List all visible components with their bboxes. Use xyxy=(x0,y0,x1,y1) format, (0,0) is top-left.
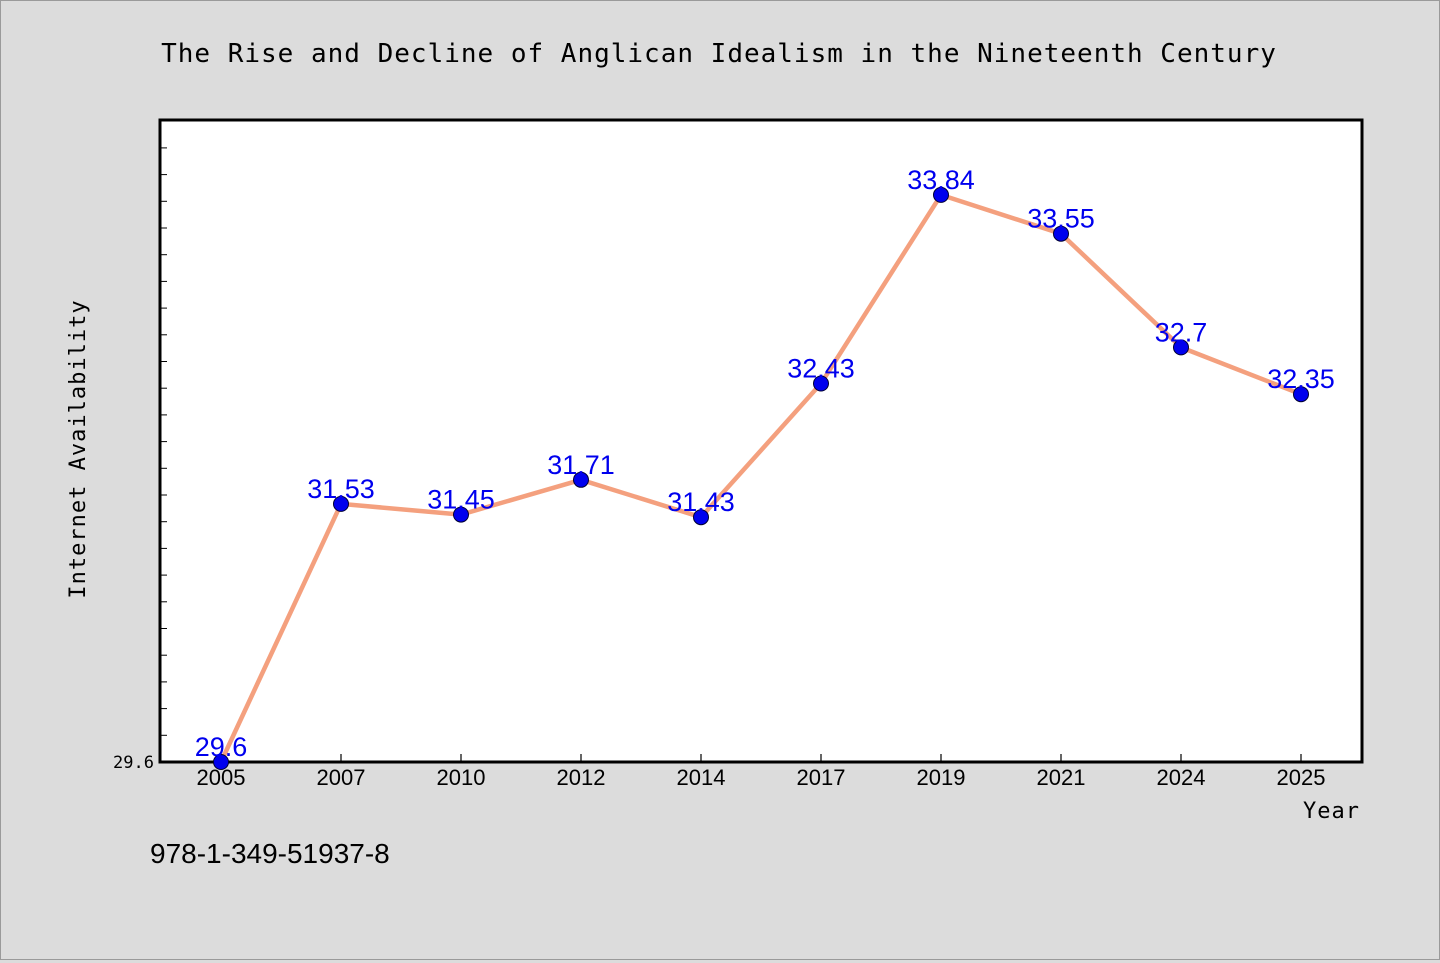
x-tick-label: 2017 xyxy=(797,765,846,790)
y-axis-tick-labels: 29.6 xyxy=(113,753,154,773)
data-label: 31.71 xyxy=(547,450,615,480)
footer-text: 978-1-349-51937-8 xyxy=(150,838,390,869)
data-point xyxy=(453,506,469,523)
series-line xyxy=(218,192,1302,763)
data-label: 31.43 xyxy=(667,487,735,517)
data-point xyxy=(1173,339,1189,356)
x-tick-label: 2010 xyxy=(437,765,486,790)
data-label: 32.43 xyxy=(787,354,855,384)
data-point xyxy=(1293,386,1309,403)
data-label: 29.6 xyxy=(195,732,248,762)
data-point xyxy=(213,754,229,770)
x-tick-label: 2021 xyxy=(1037,765,1086,790)
x-tick-label: 2024 xyxy=(1157,765,1206,790)
plot-area xyxy=(158,118,1364,764)
x-axis-label: Year xyxy=(1303,799,1360,824)
y-axis-ticks xyxy=(160,147,167,736)
data-point xyxy=(333,495,349,512)
y-tick-label: 29.6 xyxy=(113,753,154,773)
data-label: 31.53 xyxy=(307,474,375,504)
data-point xyxy=(1053,225,1069,242)
data-point xyxy=(573,471,589,488)
x-tick-label: 2014 xyxy=(677,765,726,790)
data-point xyxy=(813,375,829,392)
data-label: 32.7 xyxy=(1155,317,1208,347)
data-label: 33.84 xyxy=(907,165,975,195)
data-label: 33.55 xyxy=(1027,204,1095,234)
x-tick-label: 2007 xyxy=(317,765,366,790)
x-tick-label: 2012 xyxy=(557,765,606,790)
data-point xyxy=(693,509,709,526)
x-tick-label: 2025 xyxy=(1277,765,1326,790)
y-axis-label: Internet Availability xyxy=(66,299,91,598)
data-labels: 29.6 31.53 31.45 31.71 31.43 32.43 33.84 33.55 3… xyxy=(195,165,1335,762)
data-label: 31.45 xyxy=(427,485,495,515)
data-label: 32.35 xyxy=(1267,364,1335,394)
x-axis-tick-labels: 2005 2007 2010 2012 2014 2017 2019 2021 2024 2025 xyxy=(197,765,1326,790)
x-tick-label: 2019 xyxy=(917,765,966,790)
data-markers xyxy=(213,186,1309,770)
data-point xyxy=(933,186,949,203)
chart-title: The Rise and Decline of Anglican Idealis… xyxy=(161,39,1277,69)
